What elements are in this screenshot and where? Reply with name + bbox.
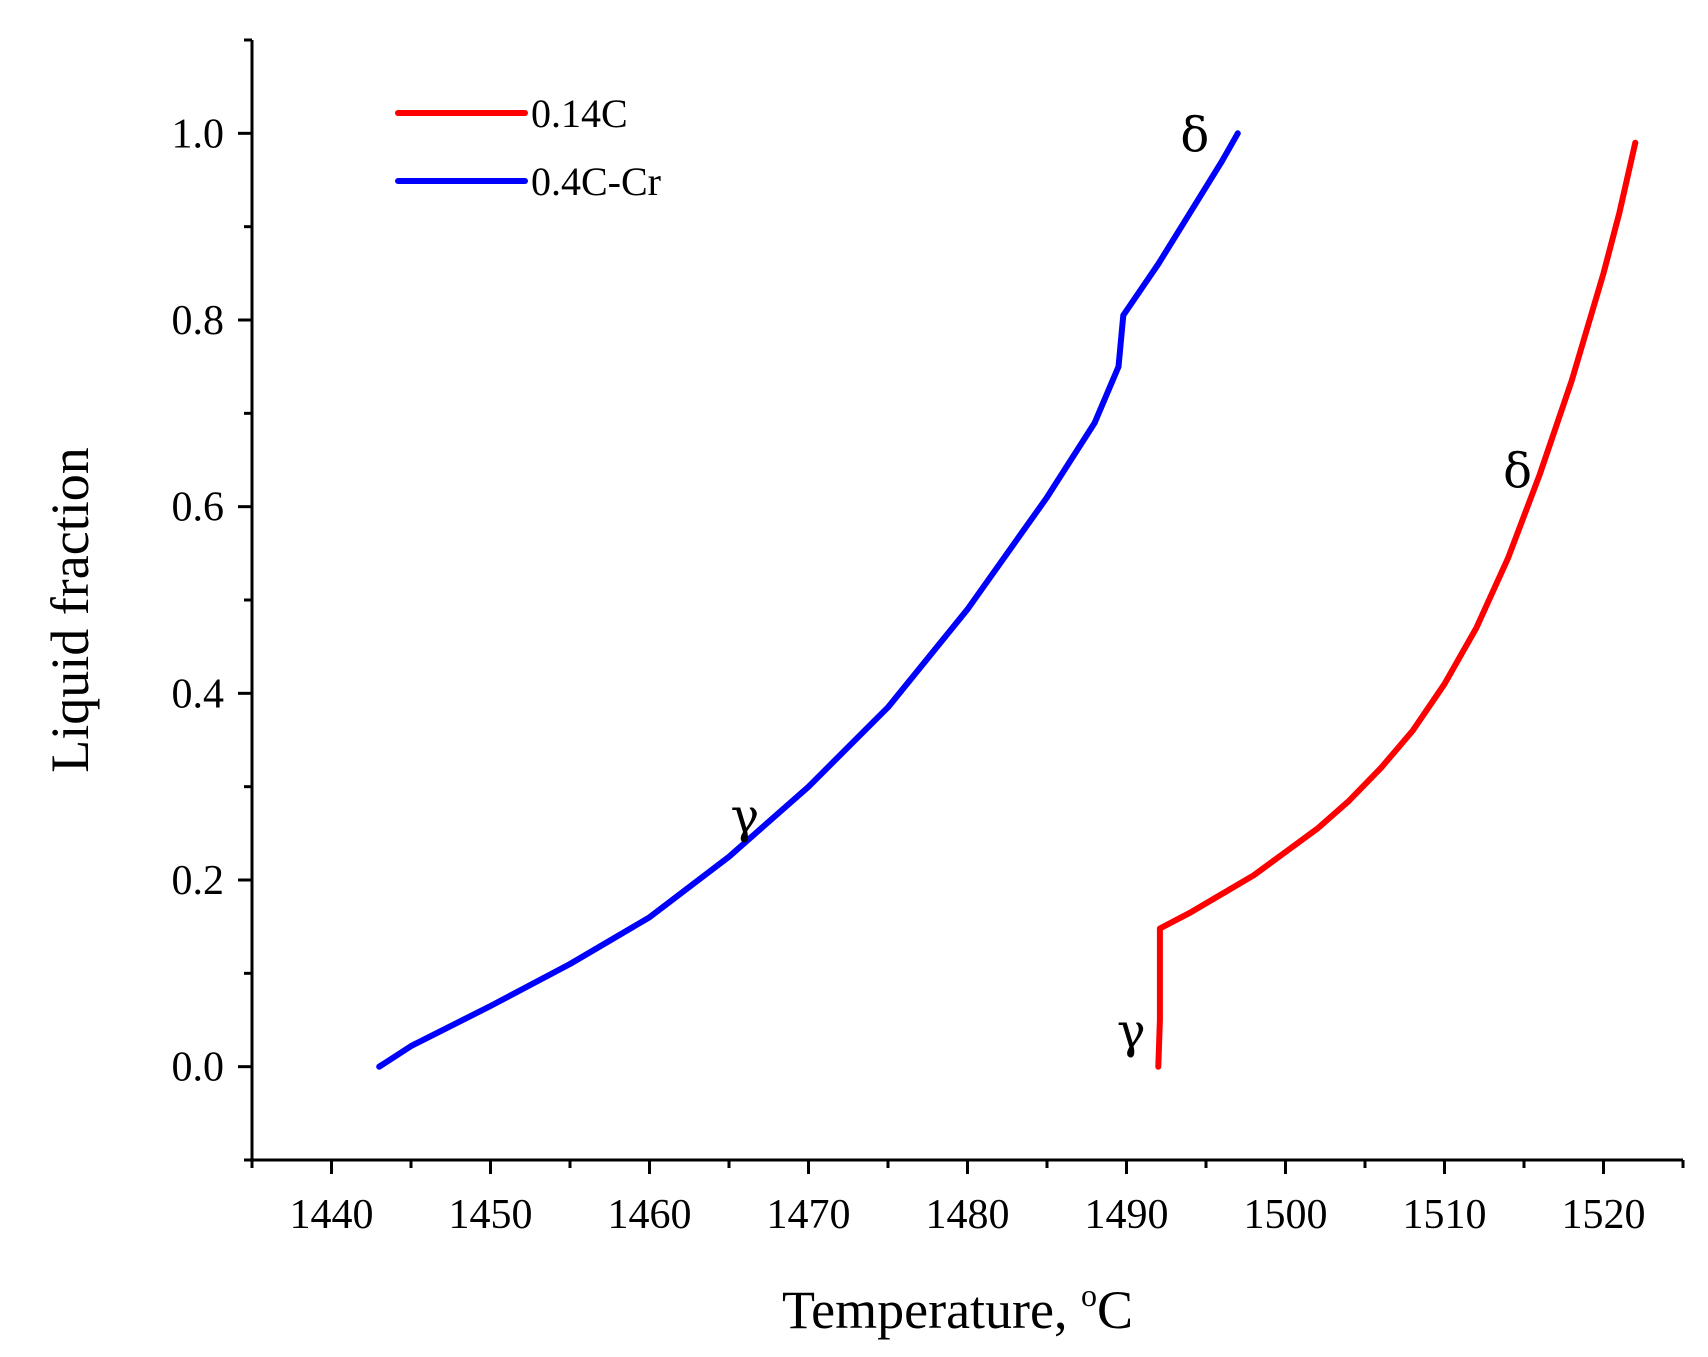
series-line-0-4c-cr [376, 130, 1241, 1070]
phase-annotations: δ γ δ γ [731, 107, 1533, 1059]
phase-label: γ [1117, 1003, 1146, 1059]
x-tick-label: 1480 [926, 1192, 1010, 1238]
x-axis-ticks: 1440 1450 1460 1470 1480 1490 1500 1510 1520 [250, 1160, 1685, 1238]
series-group [376, 130, 1639, 1070]
plot-area: 1440 1450 1460 1470 1480 1490 1500 1510 1520 0.0… [172, 38, 1685, 1238]
x-tick-label: 1440 [290, 1192, 374, 1238]
x-tick-label: 1470 [767, 1192, 851, 1238]
phase-label: δ [1503, 443, 1532, 499]
y-tick-label: 0.0 [172, 1045, 225, 1091]
x-axis-title: Temperature, oC [782, 1277, 1133, 1340]
phase-label: δ [1180, 107, 1209, 163]
phase-label: γ [731, 789, 760, 845]
x-tick-label: 1510 [1403, 1192, 1487, 1238]
y-axis-title: Liquid fraction [40, 447, 100, 772]
x-tick-label: 1450 [449, 1192, 533, 1238]
legend-label: 0.4C-Cr [531, 159, 661, 204]
x-tick-label: 1520 [1562, 1192, 1646, 1238]
y-tick-label: 1.0 [172, 111, 225, 157]
x-tick-label: 1490 [1085, 1192, 1169, 1238]
y-axis-ticks: 0.0 0.2 0.4 0.6 0.8 1.0 [172, 38, 252, 1162]
legend: 0.14C 0.4C-Cr [395, 91, 661, 204]
y-tick-label: 0.2 [172, 858, 225, 904]
legend-label: 0.14C [531, 91, 628, 136]
y-tick-label: 0.8 [172, 298, 225, 344]
x-tick-label: 1460 [608, 1192, 692, 1238]
y-tick-label: 0.6 [172, 485, 225, 531]
y-tick-label: 0.4 [172, 671, 225, 717]
series-line-0-14c [1155, 139, 1639, 1070]
x-tick-label: 1500 [1244, 1192, 1328, 1238]
